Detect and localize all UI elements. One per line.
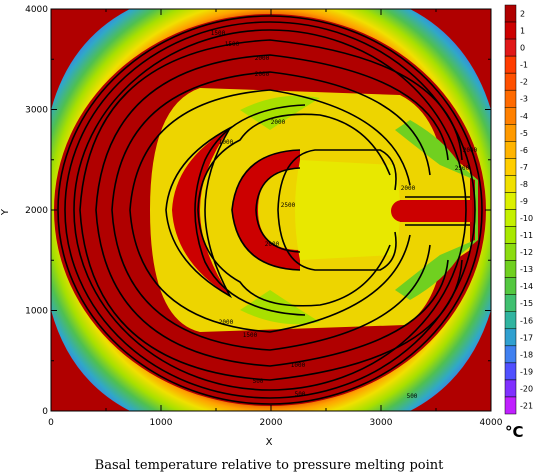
colorbar-label: -7	[520, 163, 528, 172]
colorbar-swatch	[504, 175, 517, 193]
cold-center	[295, 160, 400, 260]
colorbar-swatch	[504, 158, 517, 176]
cold-region-upper-arc	[240, 95, 320, 130]
colorbar-label: -21	[520, 401, 533, 410]
colorbar-swatch	[504, 277, 517, 295]
colorbar-label: -4	[520, 112, 528, 121]
colorbar-swatch	[504, 55, 517, 74]
x-tick-label: 3000	[370, 418, 393, 428]
contour-label: 2000	[463, 147, 478, 154]
colorbar-swatch	[504, 345, 517, 364]
colorbar-label: -3	[520, 95, 528, 104]
corner-region	[410, 9, 491, 110]
y-tick-label: 1000	[25, 307, 48, 317]
contour-label: 500	[407, 393, 418, 400]
colorbar-swatch	[504, 72, 517, 91]
colorbar-swatch	[504, 362, 517, 381]
contour-label: 500	[253, 378, 264, 385]
colorbar-swatch	[504, 226, 517, 244]
colorbar-swatch	[504, 328, 517, 347]
contour-label: 2500	[455, 165, 470, 172]
y-tick-label: 4000	[25, 5, 48, 15]
colorbar-label: -2	[520, 78, 528, 87]
contour-label: 2000	[255, 55, 270, 62]
x-axis-label: X	[266, 437, 273, 448]
colorbar-label: -6	[520, 146, 528, 155]
warm-channel	[400, 200, 472, 222]
colorbar-label: -14	[520, 282, 533, 291]
corner-region	[410, 310, 491, 411]
contour-labels: 1500 1500 2000 2000 2000 1000 2500 2000 2000 1500…	[211, 30, 478, 400]
contour-label: 2500	[281, 202, 296, 209]
x-tick-label: 2000	[260, 418, 283, 428]
contour-label: 2000	[265, 241, 280, 248]
colorbar-label: -20	[520, 384, 533, 393]
y-axis-label: Y	[0, 208, 11, 216]
contour-label: 1000	[219, 139, 234, 146]
colorbar-label: -19	[520, 367, 533, 376]
colorbar-label: -18	[520, 350, 533, 359]
colorbar-swatch	[504, 294, 517, 313]
colorbar-label: -12	[520, 248, 533, 257]
contour-label: 500	[295, 391, 306, 398]
contour-label: 1500	[211, 30, 226, 37]
warm-crescent-left	[172, 128, 230, 296]
colorbar-swatch	[504, 192, 517, 210]
colorbar-label: -10	[520, 214, 533, 223]
contour-label: 1000	[291, 362, 306, 369]
colorbar-label: -9	[520, 197, 528, 206]
colorbar-label: -17	[520, 333, 533, 342]
colorbar-swatch	[504, 379, 517, 398]
x-tick-label: 0	[48, 418, 54, 428]
colorbar-label: -5	[520, 129, 528, 138]
y-tick-label: 2000	[25, 206, 48, 216]
cold-region-green	[395, 120, 478, 300]
contour-label: 1500	[225, 41, 240, 48]
colorbar-swatch	[504, 89, 517, 108]
contour-label: 1500	[243, 332, 258, 339]
colorbar-swatch	[504, 38, 517, 57]
contour-lines	[57, 15, 483, 405]
colorbar-swatch	[504, 243, 517, 261]
corner-region	[51, 310, 130, 411]
colorbar-swatch	[504, 141, 517, 159]
colorbar-swatch	[504, 311, 517, 330]
warm-band-c	[232, 150, 300, 270]
colorbar-swatch	[504, 21, 517, 40]
colorbar-swatch	[504, 107, 517, 125]
colorbar-label: -1	[520, 61, 528, 70]
contour-label: 2000	[271, 119, 286, 126]
y-tick-label: 3000	[25, 106, 48, 116]
y-tick-label: 0	[42, 407, 48, 417]
corner-region	[51, 9, 130, 110]
contour-label: 2000	[255, 71, 270, 78]
colorbar-label: -8	[520, 180, 528, 189]
x-tick-label: 1000	[150, 418, 173, 428]
colorbar-unit: °C	[505, 423, 524, 441]
colorbar-swatch	[504, 396, 517, 415]
contour-label: 2000	[219, 319, 234, 326]
colorbar-swatch	[504, 4, 517, 23]
colorbar-label: -11	[520, 231, 533, 240]
contour-label: 2000	[401, 185, 416, 192]
y-axis: 0 1000 2000 3000 4000	[25, 5, 491, 417]
colorbar-label: 2	[520, 10, 525, 19]
x-axis: 0 1000 2000 3000 4000	[48, 9, 503, 428]
colorbar-swatch	[504, 124, 517, 142]
colorbar-label: -13	[520, 265, 533, 274]
colorbar-label: -16	[520, 316, 533, 325]
heatmap-field	[51, 9, 491, 411]
colorbar-label: 1	[520, 27, 525, 36]
colorbar-label: 0	[520, 44, 525, 53]
colorbar-swatch	[504, 209, 517, 227]
chart-title: Basal temperature relative to pressure m…	[95, 458, 444, 473]
x-tick-label: 4000	[480, 418, 503, 428]
colorbar-label: -15	[520, 299, 533, 308]
colorbar-swatch	[504, 260, 517, 278]
colorbar: 2 1 0 -1 -2 -3 -4 -5 -6 -7 -8 -9 -10 -11 -12 -13 -14 -15 -…	[504, 4, 533, 415]
